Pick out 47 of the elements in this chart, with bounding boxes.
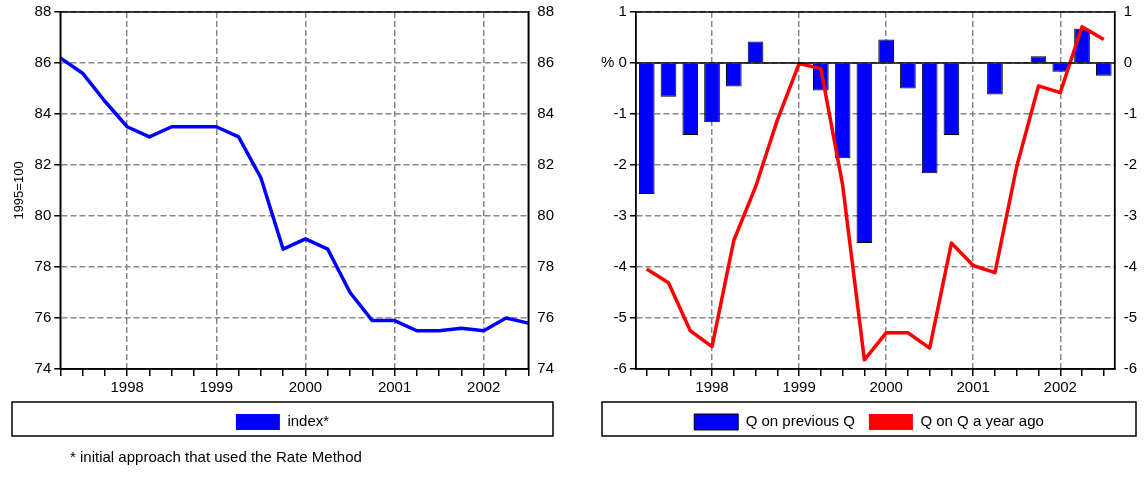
y-tick-label: 78: [34, 257, 52, 275]
y2-tick-label: 88: [537, 2, 554, 20]
y-tick-label: 86: [34, 53, 52, 71]
legend-label: Q on Q a year ago: [920, 412, 1044, 430]
y2-tick-label: -6: [1123, 359, 1138, 377]
y2-tick-label: 84: [537, 104, 554, 122]
y-tick-label: % 0: [600, 53, 627, 71]
y2-tick-label: -1: [1123, 104, 1138, 122]
x-tick-label: 2002: [467, 378, 501, 396]
y2-tick-label: 82: [537, 155, 554, 173]
y2-tick-label: 1: [1123, 2, 1133, 20]
legend-label: index*: [287, 412, 330, 430]
x-tick-label: 2002: [1043, 378, 1077, 396]
y-tick-label: -3: [613, 206, 627, 224]
y2-tick-label: -2: [1123, 155, 1138, 173]
y2-tick-label: 80: [537, 206, 554, 224]
y2-tick-label: -3: [1123, 206, 1138, 224]
y-tick-label: 76: [34, 308, 52, 326]
y-tick-label: -5: [613, 308, 627, 326]
x-tick-label: 1999: [782, 378, 816, 396]
y2-tick-label: 0: [1123, 53, 1133, 71]
y2-tick-label: -5: [1123, 308, 1138, 326]
y-axis-title: 1995=100: [11, 161, 27, 220]
x-tick-label: 1999: [199, 378, 233, 396]
x-tick-label: 2000: [869, 378, 903, 396]
y-tick-label: 82: [34, 155, 52, 173]
x-tick-label: 1998: [695, 378, 729, 396]
text: * initial approach that used the Rate Method: [70, 448, 362, 465]
y-tick-label: 88: [34, 2, 52, 20]
y2-tick-label: -4: [1123, 257, 1138, 275]
y-tick-label: 84: [34, 104, 52, 122]
y2-tick-label: 86: [537, 53, 554, 71]
y-tick-label: 74: [34, 359, 52, 377]
y-tick-label: 1: [618, 2, 627, 20]
y-tick-label: -6: [613, 359, 627, 377]
y-tick-label: 80: [34, 206, 52, 224]
x-tick-label: 1998: [110, 378, 144, 396]
y2-tick-label: 74: [537, 359, 554, 377]
y2-tick-label: 76: [537, 308, 554, 326]
y2-tick-label: 78: [537, 257, 554, 275]
x-tick-label: 2001: [377, 378, 412, 396]
y-tick-label: -2: [613, 155, 627, 173]
y-tick-label: -1: [613, 104, 627, 122]
x-tick-label: 2001: [956, 378, 990, 396]
y-tick-label: -4: [613, 257, 627, 275]
x-tick-label: 2000: [288, 378, 323, 396]
legend-label: Q on previous Q: [745, 412, 855, 430]
